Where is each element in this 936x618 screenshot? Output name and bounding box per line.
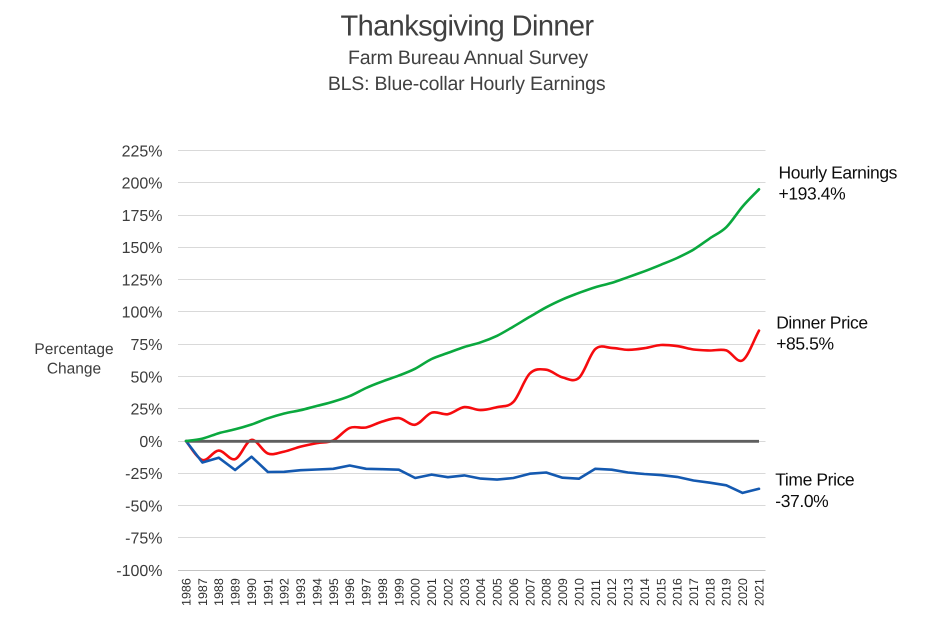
svg-text:Change: Change [47, 360, 101, 377]
svg-text:2005: 2005 [491, 578, 505, 606]
svg-text:-25%: -25% [125, 466, 162, 483]
svg-text:Dinner Price: Dinner Price [776, 312, 867, 332]
svg-text:2002: 2002 [441, 578, 455, 606]
svg-text:175%: 175% [122, 208, 163, 225]
svg-text:-75%: -75% [125, 531, 162, 548]
svg-text:Hourly Earnings: Hourly Earnings [779, 162, 898, 182]
svg-text:50%: 50% [130, 369, 162, 386]
svg-text:1993: 1993 [294, 578, 308, 606]
svg-text:2010: 2010 [572, 578, 586, 606]
svg-text:1994: 1994 [311, 578, 325, 606]
svg-text:150%: 150% [122, 240, 163, 257]
svg-text:25%: 25% [130, 402, 162, 419]
svg-text:-37.0%: -37.0% [775, 491, 828, 511]
svg-text:-50%: -50% [125, 498, 162, 515]
svg-text:1999: 1999 [392, 578, 406, 606]
svg-text:2016: 2016 [671, 578, 685, 606]
svg-text:2014: 2014 [638, 578, 652, 606]
svg-text:2004: 2004 [474, 578, 488, 606]
svg-text:2001: 2001 [425, 578, 439, 606]
svg-text:1996: 1996 [343, 578, 357, 606]
svg-text:Farm Bureau Annual Survey: Farm Bureau Annual Survey [348, 47, 588, 69]
svg-text:2020: 2020 [736, 578, 750, 606]
svg-text:Percentage: Percentage [34, 341, 113, 358]
svg-text:0%: 0% [139, 434, 162, 451]
svg-text:1998: 1998 [376, 578, 390, 606]
svg-text:+85.5%: +85.5% [776, 334, 833, 354]
svg-text:Thanksgiving Dinner: Thanksgiving Dinner [341, 10, 595, 42]
svg-text:200%: 200% [122, 176, 163, 193]
svg-text:225%: 225% [122, 143, 163, 160]
svg-text:75%: 75% [130, 337, 162, 354]
svg-text:125%: 125% [122, 273, 163, 290]
svg-text:2009: 2009 [556, 578, 570, 606]
svg-text:100%: 100% [122, 305, 163, 322]
svg-text:+193.4%: +193.4% [779, 184, 846, 204]
svg-text:1988: 1988 [212, 578, 226, 606]
svg-text:2021: 2021 [753, 578, 767, 606]
svg-text:1991: 1991 [261, 578, 275, 606]
svg-text:2018: 2018 [703, 578, 717, 606]
svg-text:1990: 1990 [245, 578, 259, 606]
svg-text:2003: 2003 [458, 578, 472, 606]
svg-text:2008: 2008 [540, 578, 554, 606]
svg-text:1987: 1987 [196, 578, 210, 606]
svg-text:2007: 2007 [523, 578, 537, 606]
svg-text:2019: 2019 [720, 578, 734, 606]
svg-text:2006: 2006 [507, 578, 521, 606]
svg-text:-100%: -100% [116, 563, 162, 580]
svg-text:2012: 2012 [605, 578, 619, 606]
svg-text:BLS: Blue-collar Hourly Earnin: BLS: Blue-collar Hourly Earnings [328, 73, 606, 95]
svg-text:1997: 1997 [360, 578, 374, 606]
svg-text:2013: 2013 [622, 578, 636, 606]
svg-text:1992: 1992 [278, 578, 292, 606]
svg-text:1986: 1986 [180, 578, 194, 606]
svg-text:1995: 1995 [327, 578, 341, 606]
svg-text:Time Price: Time Price [775, 470, 854, 490]
svg-text:2015: 2015 [654, 578, 668, 606]
svg-text:1989: 1989 [229, 578, 243, 606]
svg-text:2000: 2000 [409, 578, 423, 606]
svg-text:2011: 2011 [589, 579, 603, 606]
svg-text:2017: 2017 [687, 578, 701, 606]
